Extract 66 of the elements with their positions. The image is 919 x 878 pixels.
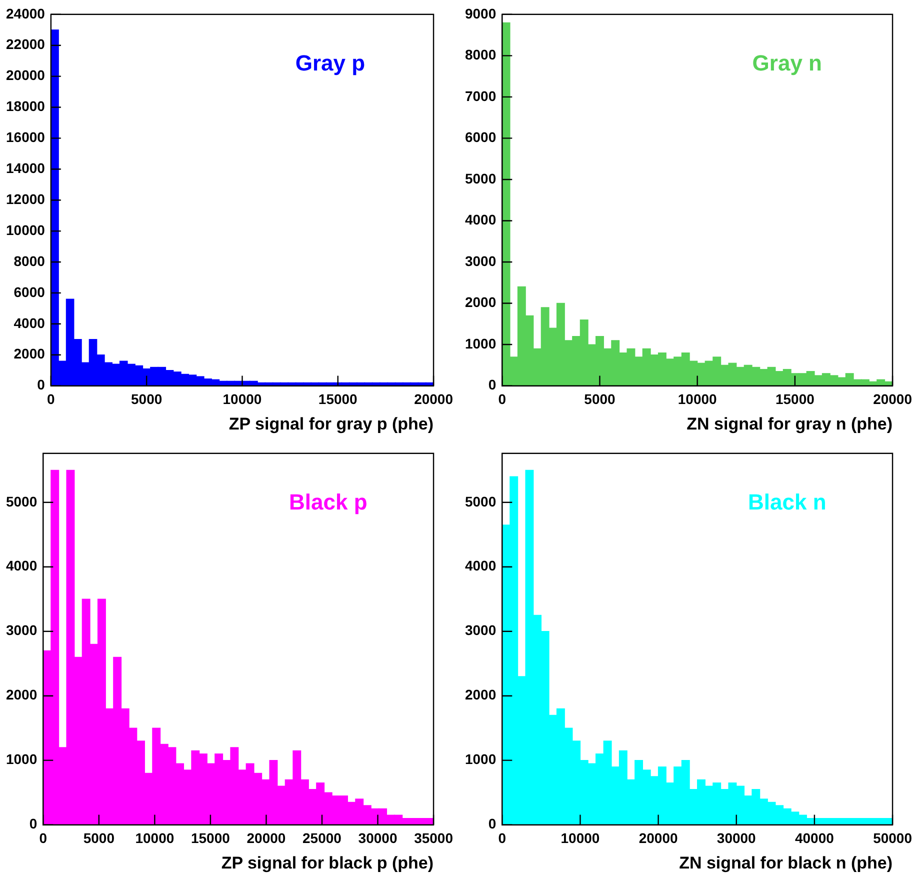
x-tick-label: 15000 xyxy=(318,391,358,408)
y-tick-label: 9000 xyxy=(464,5,496,22)
x-tick-label: 35000 xyxy=(414,830,454,846)
x-tick-label: 15000 xyxy=(775,391,815,408)
y-tick-label: 0 xyxy=(488,376,496,393)
y-tick-label: 2000 xyxy=(6,686,38,703)
y-tick-label: 6000 xyxy=(14,284,46,300)
y-tick-label: 5000 xyxy=(6,493,38,510)
y-tick-label: 0 xyxy=(488,816,496,832)
y-tick-label: 3000 xyxy=(464,252,496,269)
x-tick-label: 10000 xyxy=(222,391,262,408)
y-tick-label: 3000 xyxy=(6,622,38,638)
x-tick-label: 10000 xyxy=(560,830,600,846)
x-tick-label: 30000 xyxy=(358,830,398,846)
y-tick-label: 2000 xyxy=(14,346,46,362)
x-tick-label: 0 xyxy=(47,391,56,408)
x-tick-label: 50000 xyxy=(873,830,912,846)
y-tick-label: 0 xyxy=(37,376,46,393)
x-tick-label: 10000 xyxy=(135,830,174,846)
y-tick-label: 1000 xyxy=(464,751,496,768)
y-tick-label: 5000 xyxy=(464,170,496,186)
x-tick-label: 10000 xyxy=(678,391,718,408)
x-tick-label: 5000 xyxy=(131,391,162,408)
y-tick-label: 8000 xyxy=(14,252,46,269)
x-tick-label: 40000 xyxy=(794,830,834,846)
y-tick-label: 2000 xyxy=(464,686,496,703)
y-tick-label: 22000 xyxy=(6,36,46,52)
y-tick-label: 0 xyxy=(29,816,38,832)
y-tick-label: 16000 xyxy=(6,129,46,146)
x-tick-label: 20000 xyxy=(638,830,678,846)
x-tick-label: 5000 xyxy=(584,391,616,408)
x-tick-label: 15000 xyxy=(190,830,230,846)
text: Gray n xyxy=(752,50,822,76)
y-tick-label: 12000 xyxy=(6,190,46,207)
x-axis-title: ZN signal for gray n (phe) xyxy=(686,414,893,434)
text: Black p xyxy=(288,489,368,514)
x-tick-label: 0 xyxy=(498,830,506,846)
x-tick-label: 5000 xyxy=(83,830,115,846)
x-tick-label: 20000 xyxy=(246,830,286,846)
x-tick-label: 30000 xyxy=(716,830,756,846)
y-tick-label: 7000 xyxy=(464,88,496,104)
y-tick-label: 2000 xyxy=(464,294,496,310)
y-tick-label: 6000 xyxy=(464,129,496,146)
y-tick-label: 8000 xyxy=(464,46,496,63)
y-tick-label: 1000 xyxy=(464,335,496,352)
x-axis-title: ZP signal for black p (phe) xyxy=(221,853,434,872)
y-tick-label: 1000 xyxy=(6,751,38,768)
x-axis-title: ZN signal for black n (phe) xyxy=(679,853,893,872)
text: Gray p xyxy=(295,50,366,76)
text: Black n xyxy=(748,489,826,514)
y-tick-label: 14000 xyxy=(6,160,46,176)
y-tick-label: 4000 xyxy=(464,212,496,228)
x-tick-label: 20000 xyxy=(873,391,912,408)
x-tick-label: 20000 xyxy=(414,391,454,408)
y-tick-label: 4000 xyxy=(14,314,46,331)
y-tick-label: 18000 xyxy=(6,98,46,114)
x-tick-label: 0 xyxy=(498,391,506,408)
y-tick-label: 4000 xyxy=(6,558,38,574)
y-tick-label: 4000 xyxy=(464,558,496,574)
y-tick-label: 3000 xyxy=(464,622,496,638)
y-tick-label: 5000 xyxy=(464,493,496,510)
y-tick-label: 10000 xyxy=(6,222,46,238)
x-axis-title: ZP signal for gray p (phe) xyxy=(228,414,434,434)
y-tick-label: 24000 xyxy=(6,5,46,22)
x-tick-label: 25000 xyxy=(302,830,342,846)
y-tick-label: 20000 xyxy=(6,67,46,84)
